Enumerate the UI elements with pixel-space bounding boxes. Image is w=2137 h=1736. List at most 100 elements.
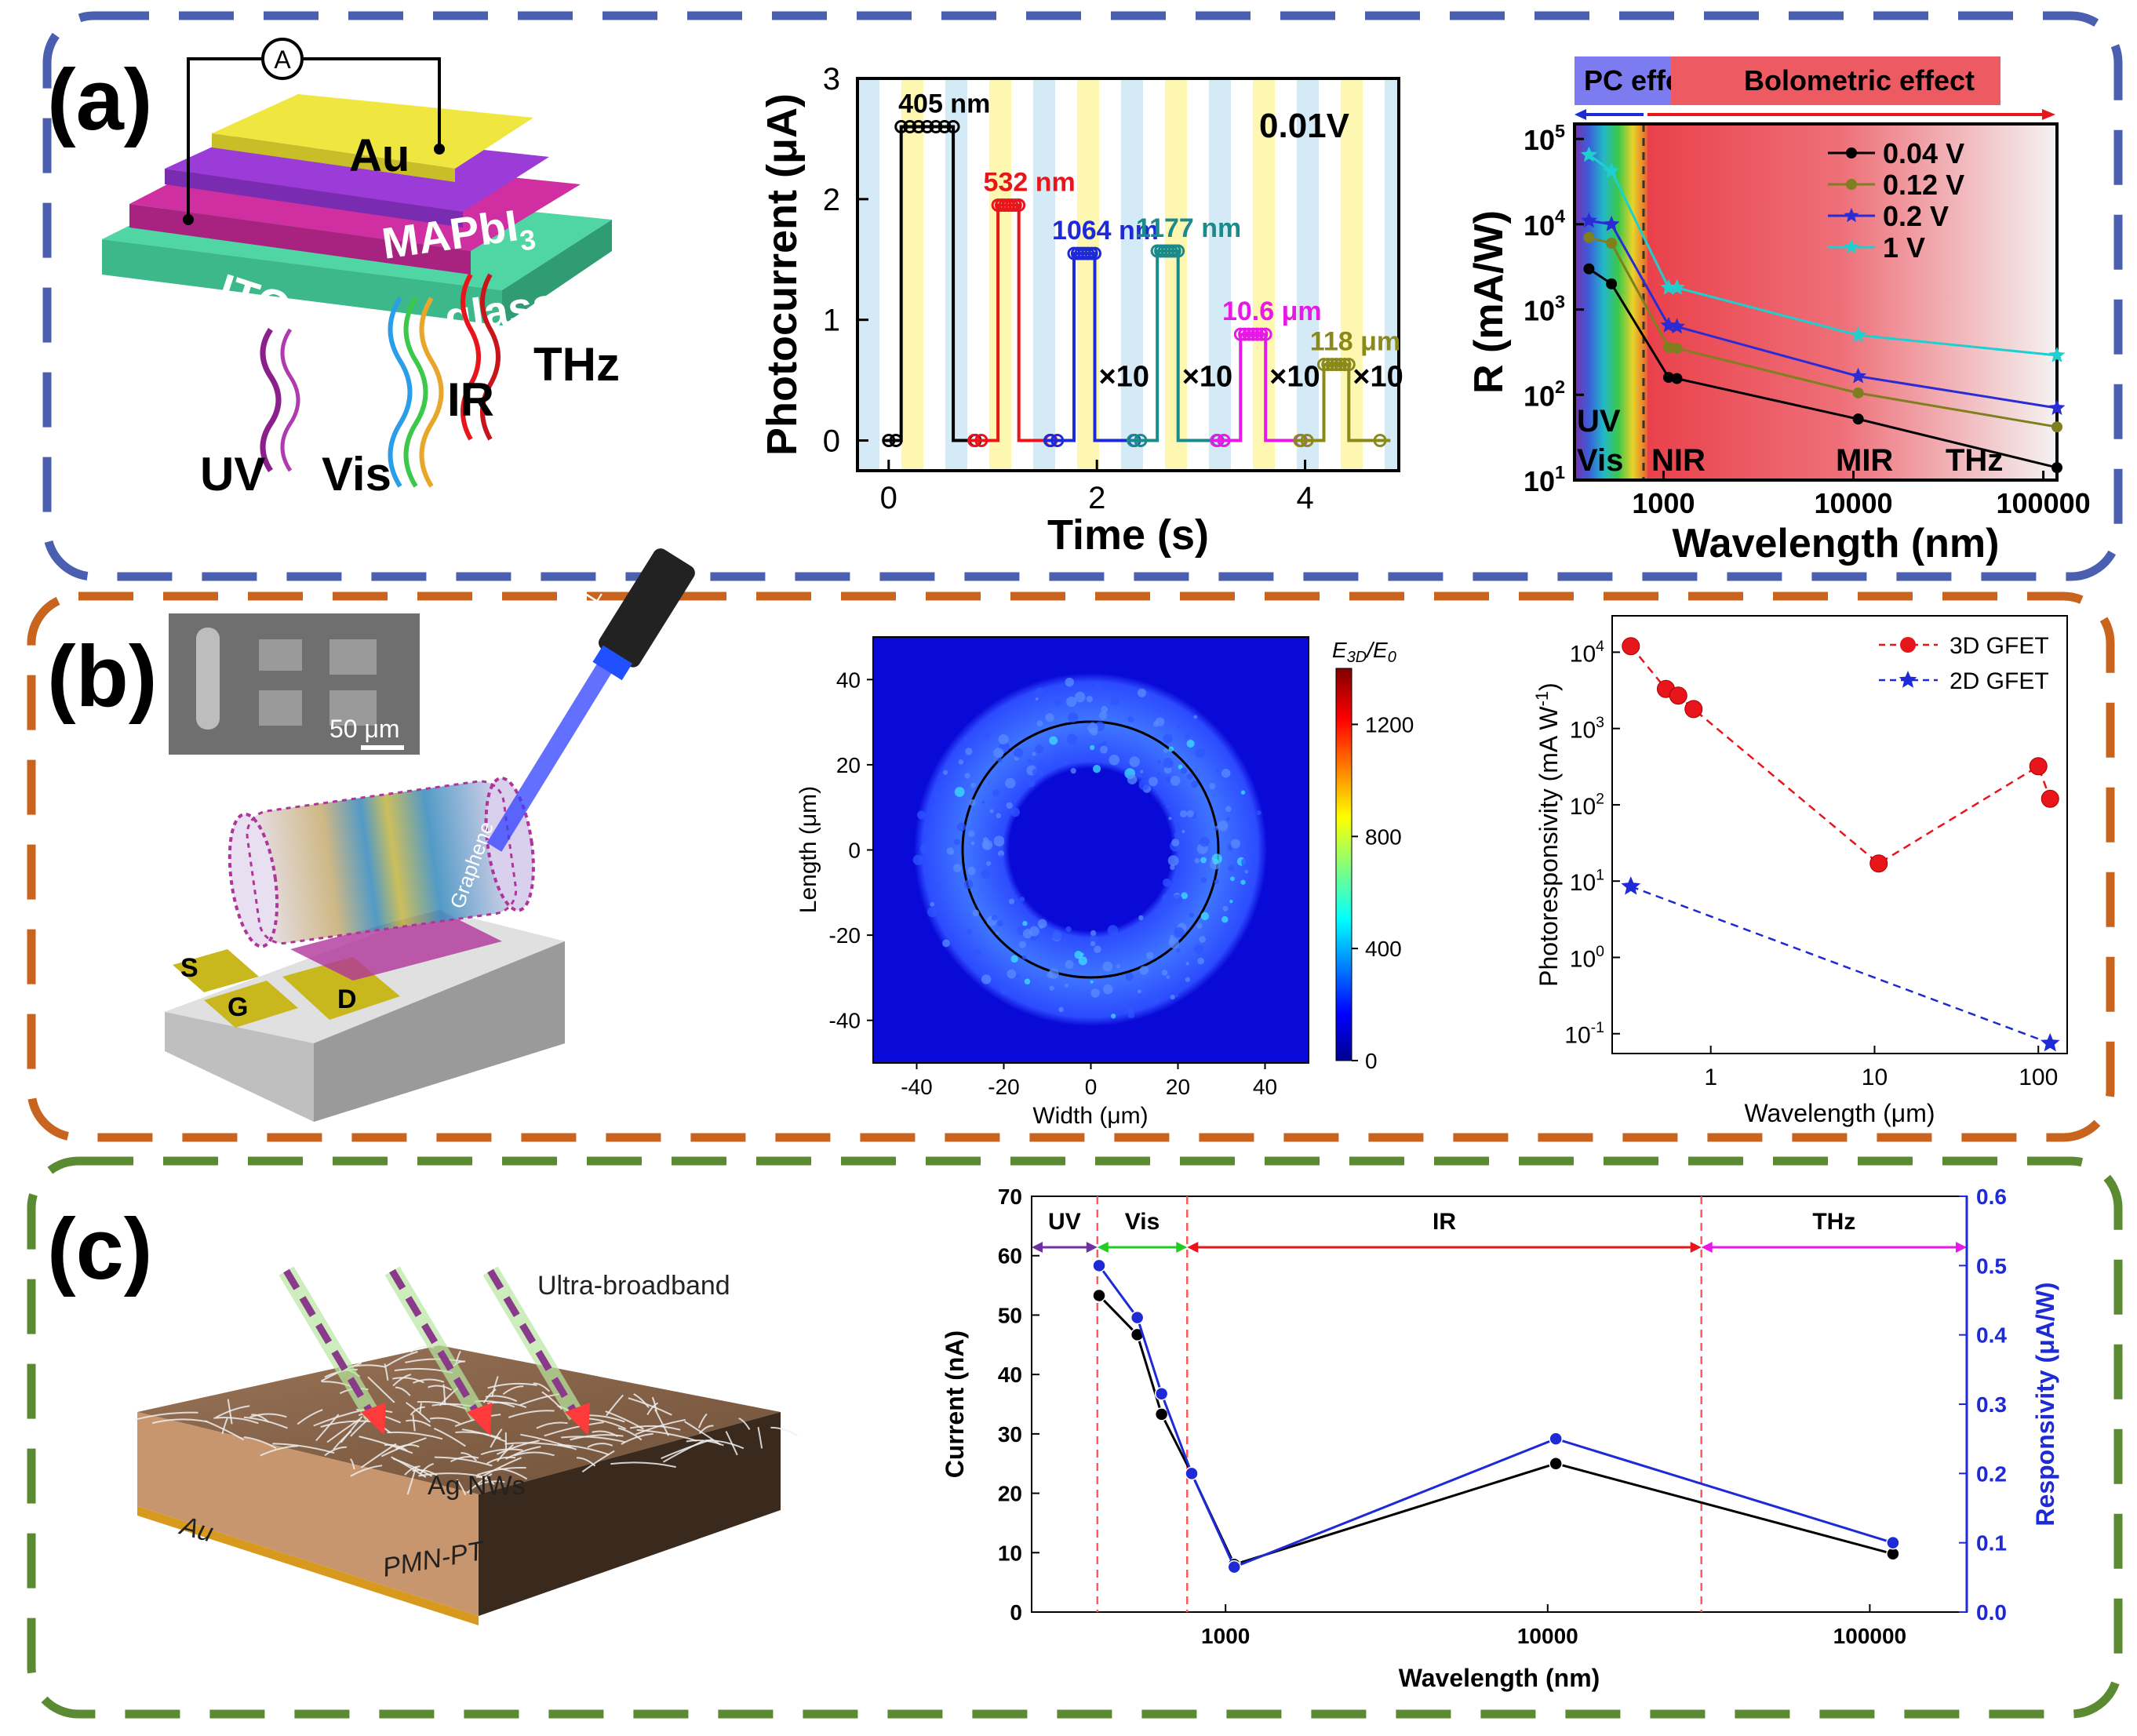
hotspot: [970, 841, 975, 846]
y-tick-label-exp: 3: [1555, 291, 1565, 311]
hotspot: [1215, 768, 1220, 773]
nanowire: [412, 1414, 416, 1432]
x-tick-label: 100000: [1997, 487, 2091, 519]
nanowire: [505, 1446, 541, 1460]
laser-tip: [592, 645, 633, 681]
hotspot: [1139, 966, 1149, 975]
heatmap-ticks: -40 -20 0 20 40 40 20 0 -20 -40: [829, 668, 1278, 1099]
vis-wave-icon-blue: [388, 297, 413, 488]
data-point: [1606, 278, 1618, 289]
hotspot: [1166, 805, 1170, 809]
hotspot: [1170, 995, 1175, 1000]
y-tick-label-exp: 1: [1555, 462, 1565, 482]
nanowire: [628, 1397, 672, 1416]
panel-c-frame: [27, 1156, 2123, 1719]
ultra-broadband-label: Ultra-broadband: [537, 1271, 730, 1301]
legend-marker: [1900, 637, 1916, 653]
hotspot: [1098, 711, 1108, 720]
region-arrow-head-right: [1690, 1242, 1702, 1253]
data-point: [1850, 367, 1867, 384]
hotspot: [1214, 879, 1219, 885]
y-tick-label: 1: [823, 304, 840, 338]
x-tick-label: -40: [901, 1075, 932, 1099]
nanowire: [477, 1466, 526, 1476]
x-tick-label: 40: [1253, 1075, 1277, 1099]
hotspot: [1022, 920, 1028, 926]
light-band: [967, 78, 989, 471]
nanowire: [502, 1385, 524, 1396]
hotspot: [1240, 879, 1246, 885]
pulse-marker: [1238, 327, 1252, 341]
y2-tick-label: 0.1: [1976, 1531, 2007, 1556]
heatmap-hotspots: [912, 677, 1261, 1019]
hotspot: [1222, 905, 1229, 912]
nanowire: [324, 1446, 347, 1457]
hotspot: [1161, 970, 1168, 976]
colorbar-title-sub: 3D: [1347, 649, 1367, 666]
reference-circle: [961, 720, 1220, 979]
pulse-multiplier: ×10: [1099, 360, 1149, 393]
data-point: [1092, 1258, 1106, 1273]
hotspot: [1032, 768, 1039, 776]
hotspot: [1128, 1001, 1132, 1005]
pulse-marker: [1338, 358, 1352, 372]
colorbar: [1335, 668, 1352, 1061]
photoresponsivity-ylabel: Photoresponsivity (mA W: [1534, 706, 1563, 987]
y-tick-label: 104: [1524, 206, 1565, 242]
hotspot: [1006, 802, 1013, 810]
light-band: [1099, 78, 1121, 471]
colorbar-tick-label: 1200: [1365, 712, 1414, 737]
baseline-marker: [1043, 434, 1057, 448]
y-tick-label: 20: [998, 1482, 1022, 1506]
hotspot: [1103, 984, 1113, 995]
hotspot: [1090, 930, 1097, 937]
data-point: [1852, 387, 1864, 399]
hotspot: [1092, 765, 1101, 773]
hotspot: [997, 850, 1005, 857]
nanowire: [496, 1439, 540, 1455]
nanowire: [466, 1473, 493, 1494]
hotspot: [1191, 781, 1199, 788]
y-tick-label-base: 10: [1524, 465, 1555, 497]
photocurrent-light-bands: [857, 78, 1399, 471]
vis-wave-icon-green: [403, 297, 428, 488]
pulse-trace: [1211, 333, 1312, 442]
hotspot: [966, 928, 972, 934]
hotspot: [1000, 984, 1010, 995]
light-band: [879, 78, 901, 471]
nanowire: [504, 1442, 572, 1449]
hotspot: [1214, 827, 1218, 832]
legend-label: 0.04 V: [1883, 137, 1964, 169]
vis-label: Vis: [322, 448, 391, 500]
pulse-marker: [1171, 244, 1185, 258]
nanowire: [561, 1436, 625, 1443]
hotspot: [986, 861, 992, 866]
hotspot: [930, 901, 935, 907]
panel-a-label: (a): [47, 52, 152, 148]
uv-wave-icon: [260, 328, 282, 472]
hotspot: [1163, 748, 1169, 753]
hotspot: [1107, 925, 1119, 936]
nanowire: [340, 1416, 363, 1443]
series-line: [1098, 1294, 1894, 1567]
responsivity-xlabel: Wavelength (nm): [1673, 521, 2000, 566]
photoresponsivity-ylabel-end: ): [1534, 682, 1563, 691]
hotspot: [919, 843, 931, 854]
hotspot: [1027, 759, 1032, 762]
light-band: [1275, 78, 1297, 471]
nanowire: [581, 1450, 615, 1473]
baseline-marker: [1293, 434, 1307, 448]
hotspot: [1155, 717, 1165, 726]
y-tick-label: 50: [998, 1303, 1022, 1327]
nanowire: [433, 1427, 466, 1447]
region-arrow-head-right: [1086, 1242, 1098, 1253]
hotspot: [989, 809, 994, 813]
device-illustration-c: Ultra-broadband Ag NWs PMN-PT Au: [135, 1266, 799, 1625]
colorbar-title-e: E: [1332, 638, 1347, 662]
nanowire: [461, 1452, 478, 1461]
hotspot: [1022, 929, 1033, 939]
light-band: [1187, 78, 1209, 471]
nanowire: [359, 1436, 413, 1454]
nanowire: [392, 1377, 424, 1384]
hotspot: [1170, 864, 1175, 871]
